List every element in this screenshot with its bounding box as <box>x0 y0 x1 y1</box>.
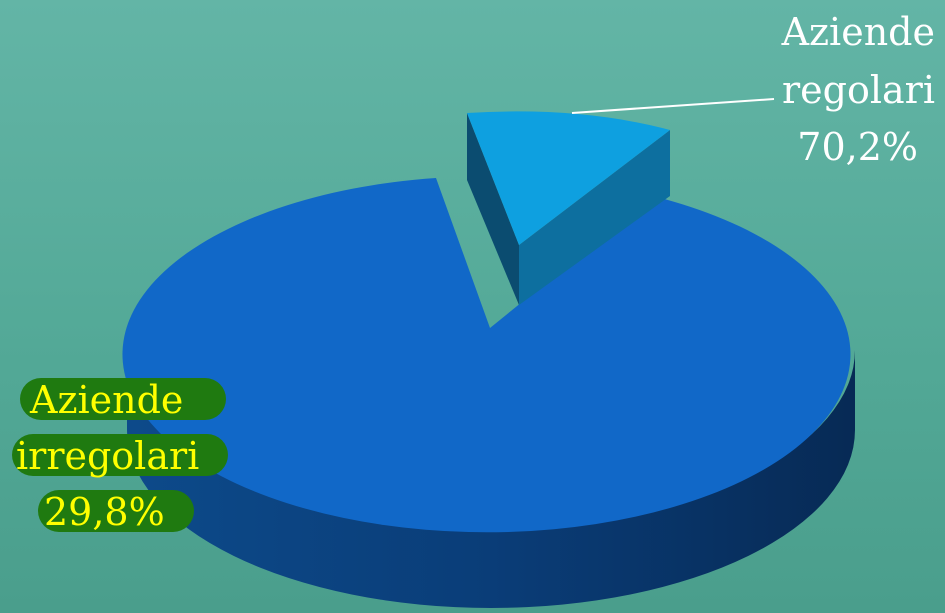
pie-slice-regolari-side-right <box>519 130 670 305</box>
label-regolari-line2: regolari <box>782 68 935 112</box>
label-regolari: Aziende regolari 70,2% <box>781 10 935 169</box>
pie-slice-regolari-side-left <box>467 113 519 305</box>
label-regolari-value: 70,2% <box>797 125 918 169</box>
leader-line-regolari <box>571 98 775 114</box>
label-irregolari-line2: irregolari <box>16 434 199 478</box>
label-irregolari-value: 29,8% <box>44 490 165 534</box>
label-regolari-line1: Aziende <box>781 10 935 54</box>
label-irregolari: Aziende irregolari 29,8% <box>16 378 199 534</box>
pie-slice-regolari <box>467 111 670 245</box>
label-highlight-2 <box>12 434 228 476</box>
pie-slice-irregolari-side <box>127 350 855 608</box>
pie-slice-irregolari <box>122 178 851 533</box>
label-irregolari-line1: Aziende <box>29 378 183 422</box>
label-highlight-1 <box>20 378 226 420</box>
label-highlight-3 <box>38 490 194 532</box>
